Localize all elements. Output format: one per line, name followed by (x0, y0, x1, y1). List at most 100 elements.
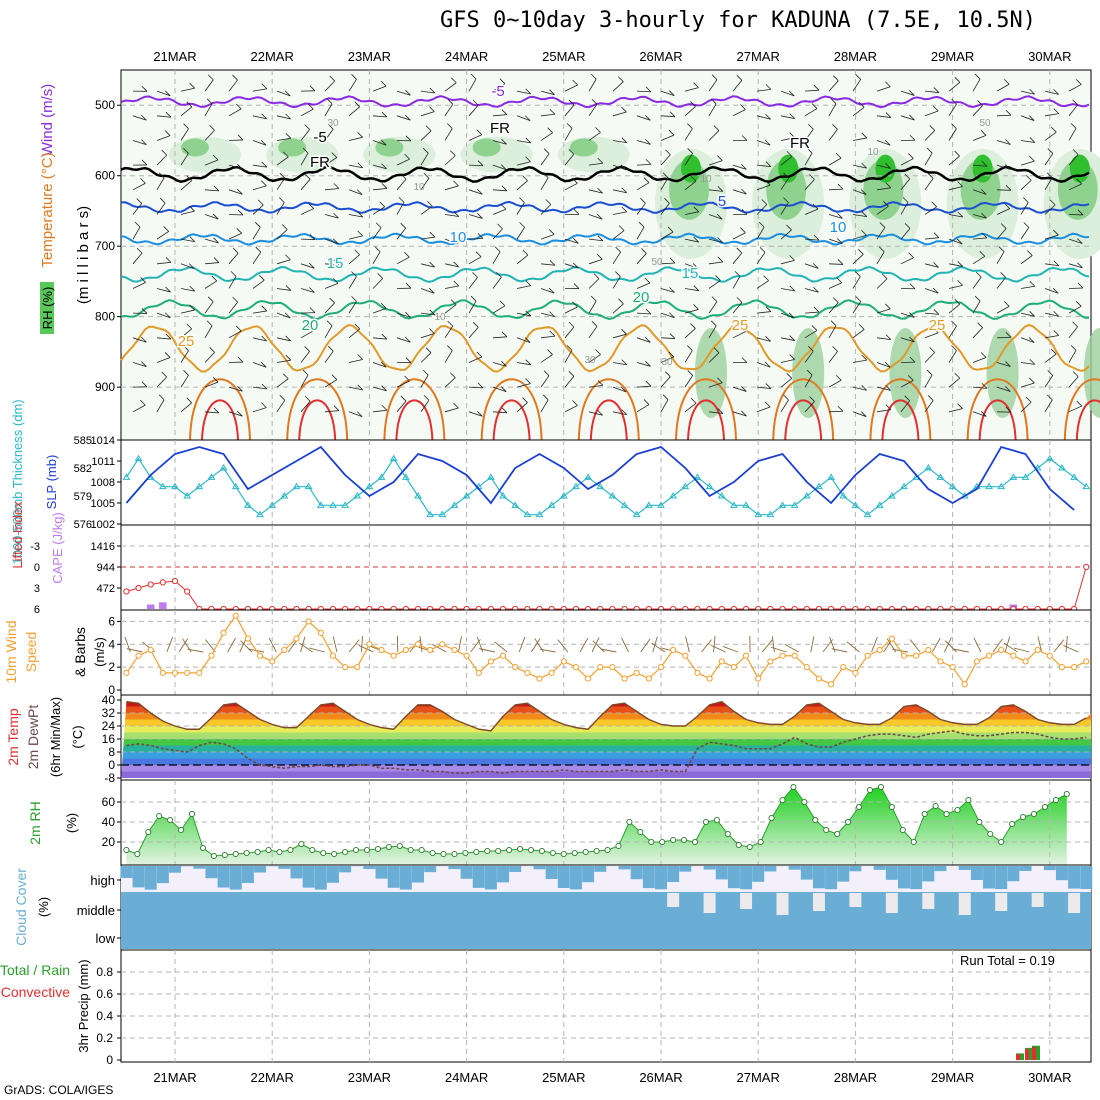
rh2m-marker (1009, 820, 1016, 828)
wind-barb-flag (1025, 396, 1032, 403)
wind-barb-shaft (612, 230, 625, 240)
wind-barb-flag (525, 280, 531, 286)
wind-barb-flag (909, 312, 915, 318)
wind-barb-flag (477, 160, 484, 166)
wind-barb-flag (427, 200, 433, 207)
wind-barb-shaft (972, 214, 987, 219)
wind-barb-shaft (972, 357, 987, 363)
wind-barb-shaft (1020, 285, 1035, 289)
wind-barb-flag (717, 237, 723, 243)
wind-speed-line-marker (244, 635, 251, 642)
wind-barb-shaft (564, 128, 573, 141)
isotherm-line (120, 232, 1090, 246)
wind-barb-flag (811, 325, 818, 331)
wind-barb-flag (711, 296, 718, 302)
wind-barb-flag (597, 409, 603, 416)
wind-barb-flag (326, 320, 333, 327)
temp-band (121, 719, 1091, 726)
rh2m-marker (385, 843, 392, 851)
wind-barb-flag (237, 188, 243, 195)
wind-barb-shaft (972, 300, 981, 314)
top-date-label: 25MAR (542, 49, 585, 64)
bottom-date-label: 25MAR (542, 1070, 585, 1085)
wind-barb-shaft (180, 128, 189, 141)
wind-barb-flag (237, 356, 244, 363)
high-cloud-bar (460, 866, 473, 879)
wind-barb-shaft (996, 228, 1007, 240)
high-cloud-bar (983, 866, 996, 889)
wind-barb-flag (957, 181, 963, 187)
wind-barb-shaft (396, 380, 410, 388)
high-cloud-bar (497, 866, 510, 883)
wind-barb-flag (429, 106, 435, 112)
wind-barb-flag (740, 326, 746, 332)
wind-barb-shaft (588, 214, 603, 220)
wind-barb-shaft (540, 288, 555, 294)
wind-barb-shaft (636, 90, 652, 93)
thickness-line-marker (511, 501, 520, 508)
wind-barb-flag (980, 130, 987, 136)
mid-cloud-gap (1031, 893, 1044, 907)
wind-barb-flag (1005, 406, 1012, 413)
rh2m-axis-title: 2m RH (27, 801, 43, 845)
wind-barb-shaft (564, 306, 578, 314)
thickness-line-marker (766, 510, 775, 518)
wind-barb-shaft (372, 206, 385, 215)
surface-barb (871, 636, 878, 653)
precip-total-title: Total / Rain (0, 962, 70, 978)
wind-barb-shaft (660, 337, 676, 339)
wind-barb-flag (379, 201, 386, 208)
wind-barb-shaft (252, 185, 267, 191)
wind-barb-shaft (588, 132, 601, 141)
thickness-line-marker (997, 482, 1006, 490)
thickness-line-marker (231, 482, 240, 490)
wind-barb-flag (158, 394, 165, 401)
wind-barb-flag (525, 378, 531, 384)
high-cloud-bar (290, 866, 303, 879)
lifted-index-line-marker (184, 588, 191, 595)
wind-barb-flag (645, 86, 652, 93)
wind-barb-shaft (420, 263, 435, 268)
wind-barb-flag (183, 345, 189, 351)
wind-barb-shaft (756, 164, 771, 168)
wind-barb-flag (786, 151, 793, 157)
thickness-line-marker (669, 492, 678, 499)
wind-barb-shaft (804, 89, 819, 92)
wind-speed-line-marker (256, 652, 264, 659)
wind-barb-shaft (276, 312, 291, 319)
li-axis-title: Lifted Index (10, 501, 25, 569)
high-cloud-bar (885, 866, 898, 880)
wind-barb-shaft (924, 288, 939, 294)
wind-barb-shaft (852, 386, 867, 391)
wind-barb-flag (285, 335, 291, 342)
wind-barb-shaft (156, 337, 171, 340)
wind-barb-flag (309, 234, 316, 240)
wind-barb-shaft (804, 129, 814, 141)
thickness-line-marker (693, 473, 702, 480)
temp-band (121, 752, 1091, 759)
wind-barb-flag (545, 199, 552, 205)
wind-barb-flag (1049, 199, 1056, 206)
isotherm-line (120, 323, 1090, 373)
wind-barb-shaft (588, 300, 597, 314)
wind-barb-shaft (780, 312, 795, 319)
wind-barb-flag (837, 259, 844, 265)
wind-barb-flag (717, 377, 723, 384)
wind-barb-shaft (156, 261, 171, 265)
top-date-label: 24MAR (445, 49, 488, 64)
wind-speed-line-marker (791, 652, 798, 659)
wind-barb-shaft (588, 238, 603, 242)
rh2m-marker (702, 818, 710, 826)
rh2m-marker (1041, 803, 1048, 811)
wind-barb-shaft (756, 252, 766, 265)
rh2m-marker (495, 847, 502, 855)
rh2m-marker (582, 848, 589, 856)
thickness-line-marker (523, 510, 532, 518)
rh-contour-label: 50 (651, 257, 663, 268)
slp-tick-label: 1005 (91, 498, 115, 510)
wind-barb-flag (811, 103, 818, 109)
wind-barb-shaft (780, 156, 793, 166)
wind-barb-shaft (492, 362, 507, 367)
lifted-index-line-marker (135, 584, 142, 592)
